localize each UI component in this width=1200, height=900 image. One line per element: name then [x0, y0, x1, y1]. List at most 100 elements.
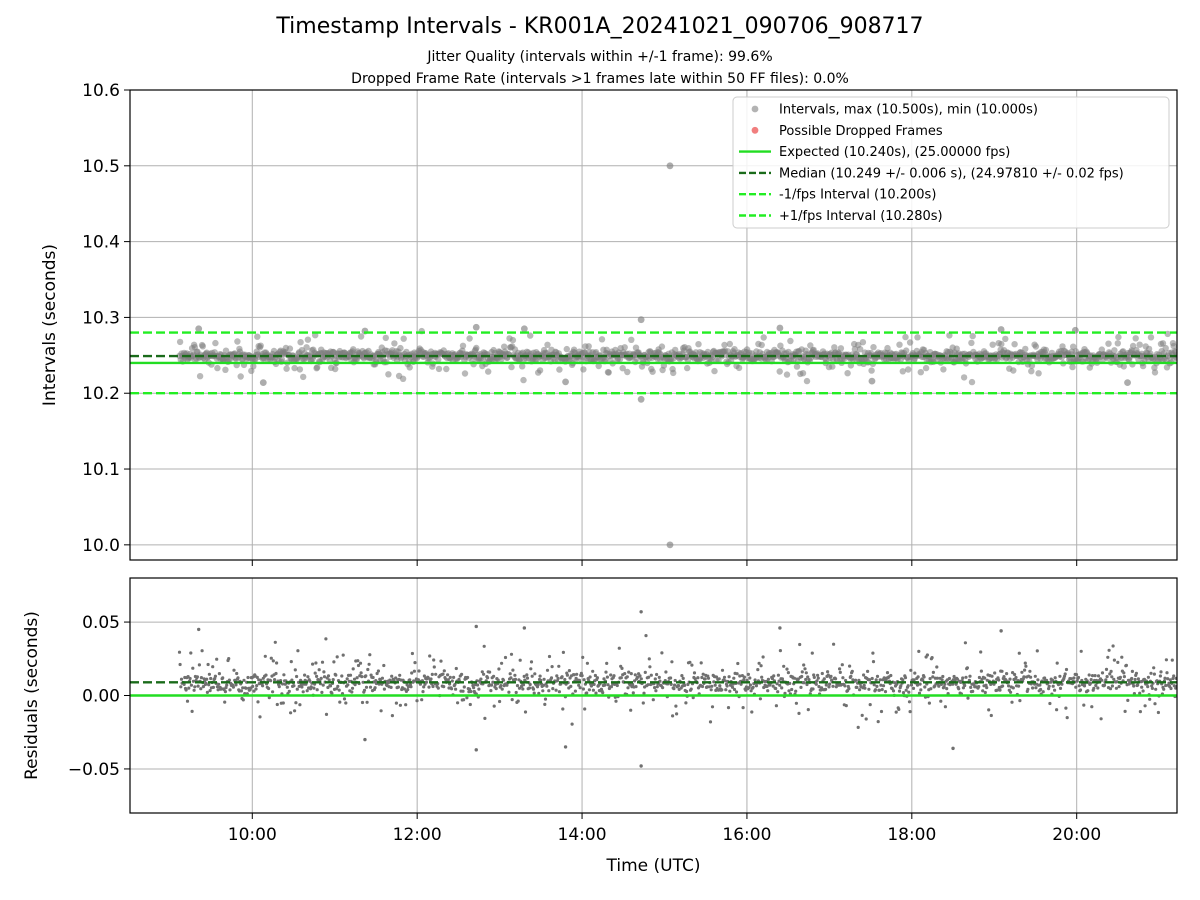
residual-point: [875, 684, 879, 689]
residual-point: [324, 712, 329, 717]
residual-point: [757, 661, 761, 665]
residual-point: [966, 696, 970, 700]
residual-point: [241, 698, 245, 702]
residual-point: [776, 673, 781, 677]
residual-point: [453, 682, 457, 687]
residual-point: [327, 678, 331, 682]
residual-point: [436, 686, 440, 690]
residual-point: [208, 689, 212, 693]
residual-point-outlier: [363, 737, 367, 742]
residual-point: [732, 676, 736, 680]
residual-point: [1047, 684, 1051, 688]
residual-point: [1166, 677, 1170, 681]
residual-point: [1104, 678, 1108, 682]
residual-point: [965, 666, 970, 670]
residual-point: [671, 714, 675, 718]
residual-point: [794, 701, 799, 705]
residual-point: [777, 679, 781, 683]
residual-point: [684, 701, 688, 705]
interval-point: [397, 344, 404, 352]
residual-point: [804, 671, 808, 675]
residual-point: [623, 672, 627, 676]
residual-point: [1107, 648, 1111, 652]
residual-point: [319, 676, 323, 681]
residual-point: [1028, 669, 1032, 673]
residual-point: [521, 687, 525, 691]
residual-point: [605, 661, 609, 666]
residual-point: [963, 683, 967, 688]
residual-point: [1058, 674, 1062, 678]
residual-point: [469, 689, 473, 694]
interval-point: [837, 345, 845, 352]
residual-point: [891, 689, 896, 693]
residual-point: [641, 701, 645, 705]
residual-point: [583, 707, 587, 711]
residual-point: [1162, 687, 1166, 691]
residual-point: [766, 689, 770, 693]
residual-point: [985, 686, 989, 690]
residual-point: [871, 651, 875, 655]
residual-point: [603, 683, 607, 687]
residual-point: [849, 674, 853, 678]
residual-point: [182, 682, 186, 687]
residual-point: [766, 677, 771, 682]
residual-point: [658, 679, 662, 683]
residual-point: [359, 671, 363, 675]
residual-point: [1043, 676, 1047, 680]
residual-point: [931, 670, 936, 675]
residual-point: [366, 667, 370, 672]
residual-point: [922, 675, 926, 679]
residual-point: [911, 686, 916, 691]
residual-point: [816, 673, 820, 677]
residual-point: [422, 674, 426, 678]
residual-point: [816, 676, 820, 680]
residual-point: [390, 674, 394, 678]
residual-point: [726, 706, 731, 710]
residual-point: [228, 688, 232, 692]
residual-point: [179, 677, 184, 681]
interval-point: [870, 344, 877, 351]
residual-point: [513, 677, 518, 682]
residual-point: [858, 688, 862, 692]
residual-point: [341, 653, 345, 657]
interval-point: [1035, 370, 1042, 377]
residual-point: [688, 660, 692, 664]
residual-point: [943, 705, 948, 709]
interval-point-outlier: [637, 395, 645, 403]
residual-point: [308, 679, 312, 683]
bottom-ytick-label: 0.05: [82, 613, 120, 633]
residual-point: [776, 690, 780, 694]
residual-point: [629, 672, 633, 676]
residual-point: [293, 668, 297, 672]
residual-point: [326, 674, 331, 678]
residual-point: [1109, 669, 1113, 674]
residual-point: [549, 676, 554, 680]
residual-point: [935, 676, 940, 680]
interval-point: [196, 373, 204, 380]
residual-point: [356, 659, 360, 663]
residual-point: [321, 683, 325, 687]
residual-point-outlier: [197, 627, 201, 632]
residual-point: [1110, 684, 1114, 688]
residual-point: [285, 685, 289, 689]
residual-point: [315, 674, 319, 679]
residual-point: [541, 689, 545, 693]
bottom-xlabel: Time (UTC): [606, 856, 701, 876]
residual-point: [712, 680, 716, 684]
residual-point: [368, 685, 373, 689]
residual-point: [213, 674, 217, 678]
residual-point: [483, 716, 487, 721]
residual-point: [420, 698, 424, 702]
residual-point: [805, 682, 809, 687]
residual-point: [906, 684, 910, 688]
top-ytick-label: 10.0: [82, 536, 120, 556]
residual-point: [542, 677, 546, 681]
residual-point: [1168, 678, 1172, 682]
residual-point: [382, 663, 386, 668]
residual-point: [477, 687, 481, 691]
residual-point: [995, 688, 999, 692]
bottom-ylabel: Residuals (seconds): [22, 611, 42, 780]
residual-point: [1048, 701, 1052, 706]
residual-point: [881, 684, 886, 688]
residual-point: [1159, 670, 1163, 674]
